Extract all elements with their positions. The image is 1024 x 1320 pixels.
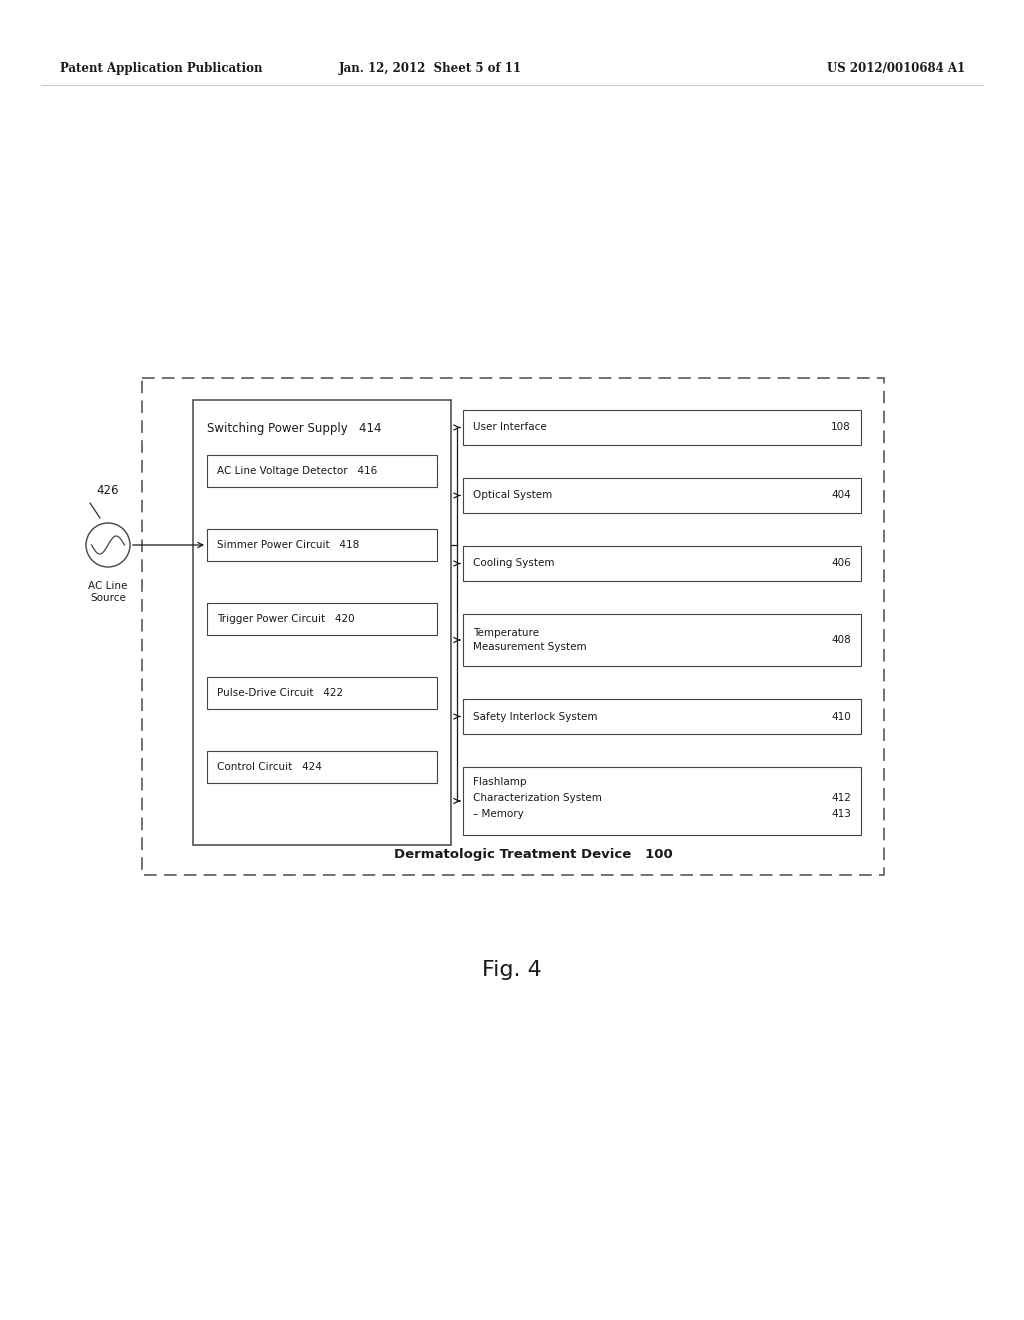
Text: 412: 412 xyxy=(831,793,851,803)
Bar xyxy=(142,378,884,875)
Bar xyxy=(207,603,437,635)
Text: User Interface: User Interface xyxy=(473,422,547,433)
Text: 410: 410 xyxy=(831,711,851,722)
Text: 108: 108 xyxy=(831,422,851,433)
Text: Flashlamp: Flashlamp xyxy=(473,777,526,787)
Bar xyxy=(207,529,437,561)
Text: Jan. 12, 2012  Sheet 5 of 11: Jan. 12, 2012 Sheet 5 of 11 xyxy=(339,62,521,75)
Bar xyxy=(207,751,437,783)
Text: – Memory: – Memory xyxy=(473,809,523,818)
Bar xyxy=(463,478,861,513)
Text: 408: 408 xyxy=(831,635,851,645)
Text: AC Line
Source: AC Line Source xyxy=(88,581,128,603)
Text: Pulse-Drive Circuit   422: Pulse-Drive Circuit 422 xyxy=(217,688,343,698)
Text: AC Line Voltage Detector   416: AC Line Voltage Detector 416 xyxy=(217,466,377,477)
Text: Cooling System: Cooling System xyxy=(473,558,555,569)
Text: Simmer Power Circuit   418: Simmer Power Circuit 418 xyxy=(217,540,359,550)
Bar xyxy=(463,546,861,581)
Text: 404: 404 xyxy=(831,491,851,500)
Bar xyxy=(193,400,451,845)
Bar xyxy=(207,677,437,709)
Bar xyxy=(463,700,861,734)
Text: Trigger Power Circuit   420: Trigger Power Circuit 420 xyxy=(217,614,354,624)
Bar xyxy=(207,455,437,487)
Text: Patent Application Publication: Patent Application Publication xyxy=(60,62,262,75)
Text: Dermatologic Treatment Device   100: Dermatologic Treatment Device 100 xyxy=(393,847,673,861)
Text: 406: 406 xyxy=(831,558,851,569)
Text: Optical System: Optical System xyxy=(473,491,552,500)
Text: Safety Interlock System: Safety Interlock System xyxy=(473,711,597,722)
Text: US 2012/0010684 A1: US 2012/0010684 A1 xyxy=(826,62,965,75)
Text: Temperature
Measurement System: Temperature Measurement System xyxy=(473,628,587,652)
Text: Fig. 4: Fig. 4 xyxy=(482,960,542,979)
Text: 426: 426 xyxy=(96,484,119,498)
Text: Characterization System: Characterization System xyxy=(473,793,602,803)
Text: Switching Power Supply   414: Switching Power Supply 414 xyxy=(207,422,382,436)
Bar xyxy=(463,411,861,445)
Bar xyxy=(463,767,861,836)
Text: 413: 413 xyxy=(831,809,851,818)
Text: Control Circuit   424: Control Circuit 424 xyxy=(217,762,322,772)
Bar xyxy=(463,614,861,667)
